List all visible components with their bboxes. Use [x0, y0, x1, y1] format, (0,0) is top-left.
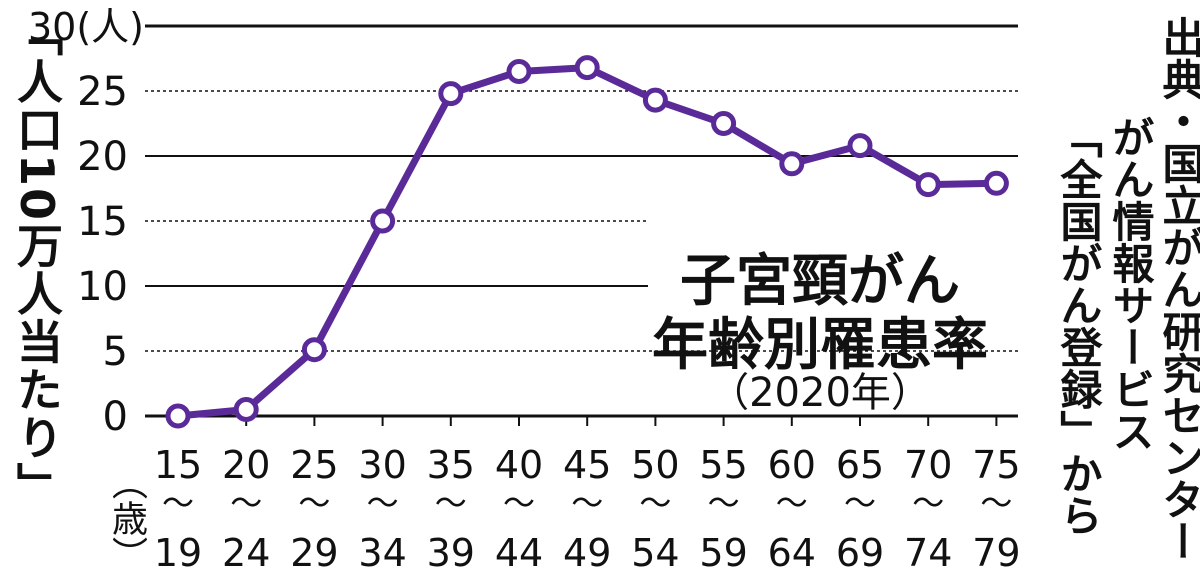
- data-point: [438, 81, 464, 107]
- x-tick-label-bottom: 79: [972, 531, 1020, 575]
- x-tick-label-top: 35: [427, 443, 475, 487]
- x-tick-label-sep: 〜: [298, 484, 330, 522]
- x-tick-label-sep: 〜: [230, 484, 262, 522]
- x-tick-label-top: 75: [972, 443, 1020, 487]
- x-tick-label-bottom: 54: [631, 531, 679, 575]
- x-tick-label-bottom: 19: [154, 531, 202, 575]
- y-tick-label-top: 30(人): [28, 5, 144, 49]
- x-tick-label-bottom: 59: [699, 531, 747, 575]
- data-point: [847, 133, 873, 159]
- data-point: [506, 59, 532, 84]
- x-tick-label-sep: 〜: [503, 484, 535, 522]
- x-tick-label-bottom: 74: [904, 531, 952, 575]
- data-point: [711, 111, 737, 136]
- x-tick-label-sep: 〜: [162, 484, 194, 522]
- chart-title-line2: 年齢別罹患率: [652, 313, 988, 378]
- data-point: [779, 151, 805, 177]
- data-point: [370, 208, 396, 234]
- y-tick-label: 15: [77, 199, 128, 245]
- source-line-2: がん情報サービス: [1106, 116, 1155, 452]
- x-tick-label-sep: 〜: [912, 484, 944, 522]
- x-tick-label-top: 25: [290, 443, 338, 487]
- data-point: [983, 170, 1009, 196]
- y-tick-label: 20: [77, 134, 128, 180]
- x-tick-label-top: 40: [495, 443, 543, 487]
- x-tick-label-bottom: 64: [768, 531, 816, 575]
- x-tick-label-top: 65: [836, 443, 884, 487]
- y-tick-label: 25: [77, 69, 128, 115]
- x-axis-unit-label: （歳）: [106, 464, 147, 572]
- x-tick-label-sep: 〜: [571, 484, 603, 522]
- chart-subtitle: （2020年）: [709, 370, 931, 416]
- x-tick-label-top: 60: [768, 443, 816, 487]
- x-tick-label-top: 15: [154, 443, 202, 487]
- x-tick-label-bottom: 29: [290, 531, 338, 575]
- data-point: [233, 397, 259, 422]
- source-line-1: 出典・国立がん研究センター: [1156, 16, 1200, 562]
- x-tick-label-top: 70: [904, 443, 952, 487]
- x-tick-label-bottom: 34: [358, 531, 406, 575]
- data-point: [574, 55, 600, 81]
- x-tick-label-top: 20: [222, 443, 270, 487]
- x-tick-label-top: 45: [563, 443, 611, 487]
- x-tick-label-bottom: 69: [836, 531, 884, 575]
- data-point: [165, 403, 191, 429]
- data-point: [301, 337, 327, 363]
- x-tick-label-bottom: 49: [563, 531, 611, 575]
- x-tick-label-sep: 〜: [435, 484, 467, 522]
- x-tick-label-top: 55: [699, 443, 747, 487]
- x-tick-label-sep: 〜: [844, 484, 876, 522]
- x-tick-label-sep: 〜: [639, 484, 671, 522]
- x-tick-label-top: 50: [631, 443, 679, 487]
- data-point: [915, 172, 941, 198]
- chart-title: 子宮頸がん: [680, 249, 960, 314]
- x-tick-label-top: 30: [358, 443, 406, 487]
- x-tick-label-bottom: 44: [495, 531, 543, 575]
- y-tick-label: 5: [103, 329, 128, 375]
- y-axis-label: 「人口10万人当たり」: [10, 10, 64, 511]
- x-tick-label-sep: 〜: [776, 484, 808, 522]
- x-tick-label-sep: 〜: [980, 484, 1012, 522]
- data-point: [642, 87, 668, 113]
- x-tick-label-bottom: 24: [222, 531, 270, 575]
- x-tick-label-sep: 〜: [708, 484, 740, 522]
- x-tick-label-bottom: 39: [427, 531, 475, 575]
- y-tick-label: 10: [77, 264, 128, 310]
- x-tick-label-sep: 〜: [367, 484, 399, 522]
- source-line-3: 「全国がん登録」から: [1054, 116, 1103, 536]
- y-tick-label: 0: [103, 394, 128, 440]
